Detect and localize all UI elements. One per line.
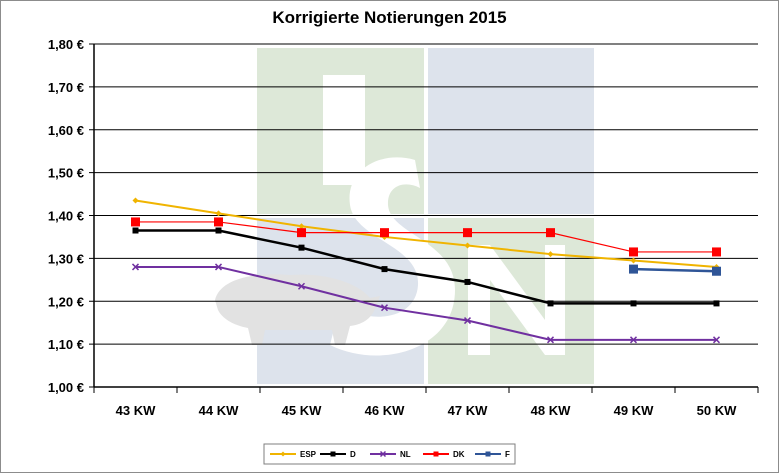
x-tick-label: 50 KW [697, 403, 737, 418]
data-point [546, 336, 555, 344]
data-point [712, 336, 721, 344]
data-point [463, 317, 472, 325]
legend: ESP D NL DK F [263, 443, 516, 465]
series-line [135, 265, 717, 341]
series-nl [131, 263, 721, 344]
data-point [463, 228, 472, 238]
data-point [330, 451, 336, 457]
data-point [131, 217, 140, 227]
legend-item-f: F [475, 450, 510, 459]
y-tick-label: 1,30 € [48, 251, 84, 266]
legend-item-nl: NL [370, 450, 411, 459]
x-tick-label: 43 KW [116, 403, 156, 418]
series-line [135, 221, 717, 253]
data-point [629, 247, 638, 257]
x-tick-label: 49 KW [614, 403, 654, 418]
y-tick-label: 1,40 € [48, 209, 84, 224]
y-axis-labels: 1,00 € 1,10 € 1,20 € 1,30 € 1,40 € 1,50 € 1,60… [48, 37, 84, 395]
data-point [280, 451, 286, 457]
data-point [298, 223, 305, 230]
data-point [380, 304, 389, 312]
series-line [135, 199, 717, 268]
y-tick-label: 1,70 € [48, 80, 84, 95]
data-point [629, 336, 638, 344]
data-point [546, 228, 555, 238]
x-tick-label: 46 KW [365, 403, 405, 418]
data-point [215, 227, 222, 234]
data-point [132, 197, 139, 204]
legend-label: NL [400, 450, 411, 459]
data-point [485, 451, 491, 457]
data-point [629, 264, 638, 274]
data-point [297, 228, 306, 238]
legend-label: F [505, 450, 510, 459]
x-tick-label: 44 KW [199, 403, 239, 418]
data-point [630, 257, 637, 264]
data-point [297, 282, 306, 290]
data-point [131, 263, 140, 271]
data-point [132, 227, 139, 234]
x-tick-label: 47 KW [448, 403, 488, 418]
legend-label: ESP [300, 450, 317, 459]
x-tick-label: 48 KW [531, 403, 571, 418]
data-point [547, 251, 554, 258]
series-group [131, 197, 721, 344]
series-esp [132, 197, 720, 270]
data-point [464, 242, 471, 249]
data-point [464, 278, 471, 285]
data-point [630, 300, 637, 307]
y-tick-label: 1,80 € [48, 37, 84, 52]
data-point [298, 244, 305, 251]
data-point [712, 266, 721, 276]
x-axis-labels: 43 KW 44 KW 45 KW 46 KW 47 KW 48 KW 49 KW 50 KW [116, 403, 737, 418]
legend-item-d: D [320, 450, 356, 459]
data-point [214, 217, 223, 227]
series-d [132, 227, 720, 307]
chart-title: Korrigierte Notierungen 2015 [272, 8, 507, 27]
y-tick-label: 1,60 € [48, 123, 84, 138]
series-dk [131, 217, 721, 257]
legend-label: D [350, 450, 356, 459]
series-line [135, 229, 717, 305]
grid-lines [89, 43, 758, 388]
axes [93, 44, 759, 393]
y-tick-label: 1,50 € [48, 166, 84, 181]
data-point [379, 450, 387, 458]
y-tick-label: 1,20 € [48, 294, 84, 309]
data-point [214, 263, 223, 271]
legend-item-esp: ESP [270, 450, 317, 459]
legend-item-dk: DK [423, 450, 465, 459]
series-f [629, 264, 721, 276]
data-point [712, 247, 721, 257]
x-tick-label: 45 KW [282, 403, 322, 418]
data-point [433, 451, 439, 457]
series-line [633, 267, 717, 273]
data-point [215, 210, 222, 217]
data-point [713, 300, 720, 307]
data-point [381, 266, 388, 273]
data-point [547, 300, 554, 307]
y-tick-label: 1,10 € [48, 337, 84, 352]
y-tick-label: 1,00 € [48, 380, 84, 395]
legend-label: DK [453, 450, 465, 459]
data-point [380, 228, 389, 238]
